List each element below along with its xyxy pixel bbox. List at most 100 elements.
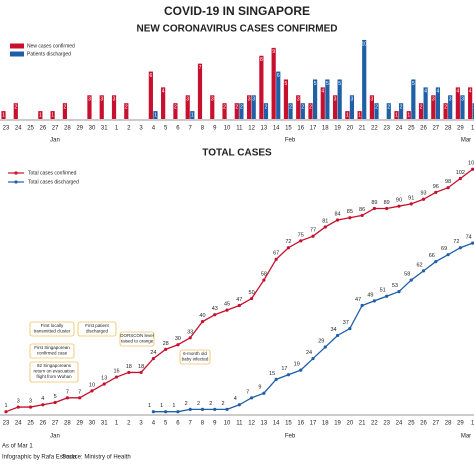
bar-value-label: 3 xyxy=(252,97,255,103)
x-tick-label: 30 xyxy=(89,126,96,132)
point-label: 19 xyxy=(294,362,300,368)
point xyxy=(385,294,389,298)
point-label: 89 xyxy=(371,200,377,206)
annotation: First locally xyxy=(41,323,64,328)
point-label: 40 xyxy=(199,313,205,319)
point xyxy=(323,225,327,229)
annotation: transmitted cluster xyxy=(34,329,71,334)
bar xyxy=(406,111,411,119)
legend-label: Total cases confirmed xyxy=(28,170,77,176)
footer-note: As of Mar 1 xyxy=(2,444,33,450)
bar-value-label: 3 xyxy=(186,97,189,103)
point xyxy=(397,290,401,294)
point xyxy=(409,202,413,206)
point xyxy=(78,396,82,400)
point-label: 30 xyxy=(175,336,181,342)
point xyxy=(188,407,192,411)
bar xyxy=(460,95,465,119)
point-label: 96 xyxy=(433,184,439,190)
point xyxy=(151,410,155,414)
bar xyxy=(38,111,43,119)
point-label: 86 xyxy=(359,207,365,213)
point-label: 50 xyxy=(249,290,255,296)
point-label: 91 xyxy=(408,195,414,201)
point-label: 3 xyxy=(17,399,20,405)
point-label: 62 xyxy=(416,262,422,268)
point-label: 93 xyxy=(420,191,426,197)
bar xyxy=(398,103,404,119)
x-tick-label: 21 xyxy=(359,421,366,427)
bar xyxy=(325,79,330,119)
month-label: Feb xyxy=(285,434,296,440)
bar-value-label: 1 xyxy=(358,112,361,118)
annotation: 92 Singaporeans xyxy=(37,363,72,368)
point xyxy=(262,391,266,395)
x-tick-label: 20 xyxy=(346,126,353,132)
bar xyxy=(283,79,289,119)
x-tick-label: 26 xyxy=(39,421,46,427)
x-tick-label: 22 xyxy=(371,421,378,427)
bar xyxy=(259,55,264,119)
bar-value-label: 2 xyxy=(223,105,226,111)
annotation: flight from Wuhan xyxy=(36,374,72,379)
point xyxy=(421,197,426,201)
point-label: 28 xyxy=(163,341,169,347)
point xyxy=(213,407,217,411)
bar-value-label: 8 xyxy=(260,57,263,63)
bar xyxy=(296,95,301,119)
point xyxy=(53,400,57,405)
x-tick-label: 22 xyxy=(371,126,378,132)
point xyxy=(286,246,291,250)
point-label: 67 xyxy=(273,251,279,257)
line xyxy=(153,242,473,413)
bar xyxy=(161,87,166,119)
bar xyxy=(369,95,374,119)
bar-value-label: 4 xyxy=(162,89,165,95)
bar-value-label: 4 xyxy=(321,89,324,95)
point-label: 18 xyxy=(138,364,144,370)
x-tick-label: 14 xyxy=(273,421,280,427)
bar xyxy=(468,87,473,119)
bar-value-label: 4 xyxy=(437,89,440,95)
point-label: 53 xyxy=(392,283,398,289)
x-tick-label: 8 xyxy=(201,421,205,427)
bar xyxy=(173,103,178,119)
bar xyxy=(276,71,281,119)
bar-value-label: 3 xyxy=(248,97,251,103)
point xyxy=(397,204,401,208)
bar-value-label: 5 xyxy=(314,81,317,87)
point-label: 49 xyxy=(367,292,373,298)
bar-value-label: 2 xyxy=(387,105,390,111)
bar xyxy=(148,71,153,119)
point xyxy=(348,326,352,331)
x-tick-label: 11 xyxy=(236,421,243,427)
point-label: 34 xyxy=(330,327,336,333)
point-label: 72 xyxy=(285,239,291,245)
x-tick-label: 30 xyxy=(89,421,96,427)
point xyxy=(200,407,205,411)
x-tick-label: 2 xyxy=(127,421,131,427)
annotations xyxy=(29,321,211,383)
bar xyxy=(320,87,325,119)
bar-value-label: 7 xyxy=(199,65,202,71)
annotation-box xyxy=(29,361,79,383)
point xyxy=(458,176,462,181)
bar xyxy=(190,111,195,119)
bar-value-label: 3 xyxy=(88,97,91,103)
point xyxy=(335,218,340,222)
point-label: 43 xyxy=(212,306,218,312)
bar-value-label: 3 xyxy=(100,97,103,103)
bar-value-label: 2 xyxy=(240,105,243,111)
bar xyxy=(124,103,129,119)
x-tick-label: 10 xyxy=(224,421,231,427)
point xyxy=(299,368,303,372)
x-tick-label: 29 xyxy=(76,126,83,132)
x-tick-label: 5 xyxy=(164,126,168,132)
point xyxy=(176,410,180,414)
bar-value-label: 10 xyxy=(361,41,367,47)
annotation-box xyxy=(119,331,155,347)
x-tick-label: 28 xyxy=(445,126,452,132)
point-label: 84 xyxy=(334,211,340,217)
point-label: 47 xyxy=(355,297,361,303)
point xyxy=(250,296,254,301)
